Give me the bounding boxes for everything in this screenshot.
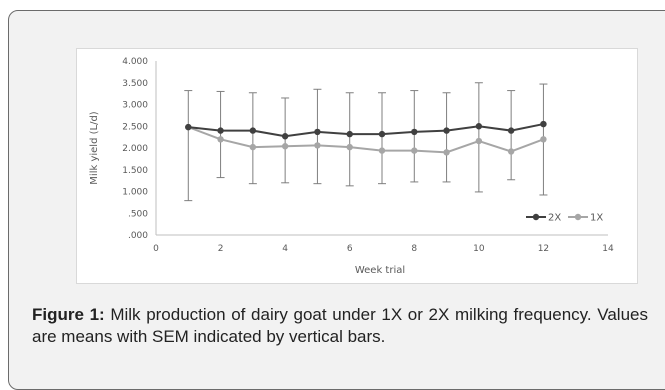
- data-point-1x: [281, 143, 289, 150]
- data-point-2x: [378, 130, 386, 138]
- data-point-2x: [185, 123, 192, 131]
- x-tick-label: 10: [473, 244, 485, 254]
- y-axis-title: Milk yield (L/d): [89, 111, 100, 184]
- figure-label: Figure 1:: [32, 305, 105, 324]
- x-tick-label: 14: [602, 244, 614, 254]
- data-point-1x: [475, 137, 483, 145]
- data-point-2x: [281, 133, 289, 140]
- legend-label-1x: 1X: [590, 213, 603, 224]
- y-tick-label: 1.000: [122, 188, 148, 198]
- y-tick-label: 2.000: [122, 144, 148, 154]
- legend-marker-2x: [532, 213, 540, 221]
- data-point-2x: [346, 130, 353, 138]
- y-tick-label: 3.000: [122, 101, 148, 111]
- data-point-2x: [314, 128, 321, 136]
- y-tick-label: 2.500: [122, 122, 148, 132]
- figure-caption: Figure 1: Milk production of dairy goat …: [32, 304, 648, 348]
- data-point-1x: [249, 143, 257, 151]
- x-tick-label: 12: [538, 244, 549, 254]
- milk-yield-chart: .000 .500 1.000 1.500 2.000 2.500 3.000 3.500 4.…: [89, 57, 614, 276]
- data-point-1x: [378, 147, 386, 154]
- legend-marker-1x: [574, 213, 582, 221]
- legend-label-2x: 2X: [548, 213, 561, 224]
- chart-area: .000 .500 1.000 1.500 2.000 2.500 3.000 3.500 4.…: [76, 48, 638, 284]
- data-point-2x: [540, 120, 547, 128]
- x-axis-title: Week trial: [355, 265, 405, 276]
- data-point-1x: [314, 142, 321, 149]
- x-tick-label: 0: [153, 244, 159, 254]
- data-point-1x: [217, 136, 224, 143]
- y-tick-label: 3.500: [122, 79, 148, 89]
- data-point-2x: [443, 127, 450, 134]
- data-point-2x: [411, 128, 418, 136]
- data-point-2x: [217, 127, 224, 134]
- data-point-1x: [411, 147, 418, 154]
- series-line-1x: [187, 126, 544, 154]
- data-point-1x: [346, 143, 353, 151]
- x-tick-label: 6: [347, 244, 353, 254]
- data-point-1x: [443, 149, 450, 156]
- data-point-2x: [249, 127, 257, 134]
- data-point-2x: [475, 123, 483, 130]
- data-point-1x: [540, 136, 547, 143]
- figure-caption-text: Milk production of dairy goat under 1X o…: [32, 305, 648, 346]
- y-tick-label: .500: [128, 209, 148, 219]
- x-tick-label: 4: [282, 244, 288, 254]
- series-line-2x: [188, 123, 544, 138]
- data-point-1x: [507, 148, 515, 155]
- y-tick-label: .000: [128, 231, 148, 241]
- y-tick-label: 4.000: [122, 57, 148, 67]
- figure-card: .000 .500 1.000 1.500 2.000 2.500 3.000 3.500 4.…: [8, 10, 665, 390]
- data-point-2x: [507, 127, 515, 134]
- x-tick-label: 8: [411, 244, 417, 254]
- y-tick-label: 1.500: [122, 166, 148, 176]
- x-tick-label: 2: [218, 244, 224, 254]
